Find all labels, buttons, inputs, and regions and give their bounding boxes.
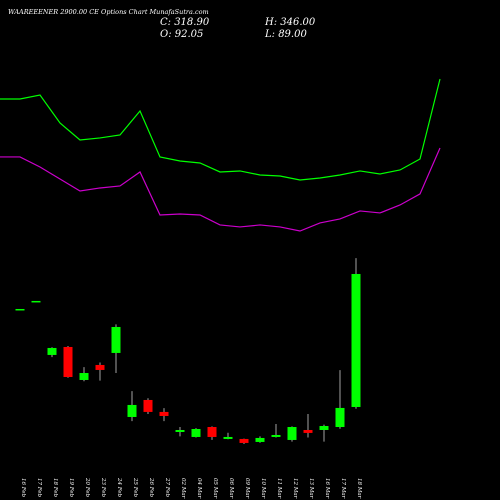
x-tick-label: 17 Mar [340, 478, 346, 499]
low-label: L: 89.00 [264, 29, 307, 40]
x-tick-label: 05 Mar [212, 478, 218, 499]
x-tick-label: 16 Feb [20, 478, 26, 498]
candle-body [95, 364, 105, 370]
indicator-line [0, 78, 441, 181]
candle-body [111, 326, 121, 353]
indicator-line [0, 147, 441, 232]
x-tick-label: 23 Feb [100, 477, 106, 498]
candle-body [255, 437, 265, 442]
candle-body [207, 427, 217, 437]
candle-body [79, 373, 89, 380]
candle-body [303, 429, 313, 433]
x-tick-label: 13 Mar [308, 478, 314, 499]
candle-body [351, 273, 361, 407]
x-tick-label: 18 Mar [356, 478, 362, 499]
candle-body [143, 399, 153, 412]
x-tick-label: 26 Feb [148, 477, 154, 498]
candle-body [335, 407, 345, 428]
x-tick-label: 27 Feb [164, 477, 170, 498]
candle-body [175, 429, 185, 432]
candle-body [271, 434, 281, 437]
x-tick-label: 10 Mar [260, 478, 266, 499]
x-tick-label: 19 Feb [68, 478, 74, 498]
candle-body [191, 428, 201, 437]
candle-body [239, 438, 249, 443]
chart-title: WAAREEENER 2900.00 CE Options Chart Muna… [8, 8, 209, 16]
x-tick-label: 04 Mar [196, 478, 202, 499]
x-tick-label: 02 Mar [180, 478, 186, 499]
x-tick-label: 06 Mar [228, 478, 234, 499]
candle-body [287, 427, 297, 440]
candle-body [127, 404, 137, 417]
candle-body [63, 346, 73, 377]
candle-body [15, 308, 25, 311]
x-tick-label: 17 Feb [36, 478, 42, 498]
x-tick-label: 18 Feb [52, 478, 58, 498]
candle-body [31, 300, 41, 303]
candle-body [223, 436, 233, 439]
high-label: H: 346.00 [264, 17, 316, 28]
x-tick-label: 20 Feb [84, 477, 90, 498]
candle-body [47, 347, 57, 355]
close-label: C: 318.90 [160, 17, 210, 28]
x-tick-label: 16 Mar [324, 478, 330, 499]
x-tick-label: 09 Mar [244, 478, 250, 499]
x-tick-label: 24 Feb [116, 477, 122, 498]
open-label: O: 92.05 [160, 29, 203, 40]
candle-body [319, 426, 329, 430]
x-tick-label: 11 Mar [276, 478, 282, 499]
x-tick-label: 12 Mar [292, 478, 298, 499]
candle-body [159, 411, 169, 416]
x-tick-label: 25 Feb [132, 477, 138, 498]
